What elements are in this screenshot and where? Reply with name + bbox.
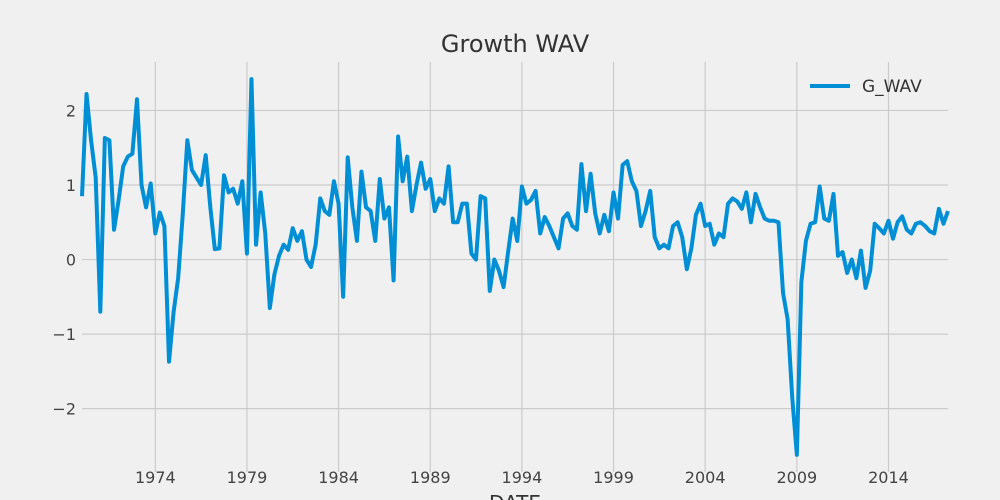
x-tick-label: 1994 xyxy=(502,468,543,487)
x-tick-label: 2009 xyxy=(776,468,817,487)
x-tick-label: 1989 xyxy=(410,468,451,487)
x-tick-label: 1999 xyxy=(593,468,634,487)
chart-title: Growth WAV xyxy=(441,30,590,58)
legend-label-g-wav: G_WAV xyxy=(862,77,922,97)
x-tick-label: 1984 xyxy=(318,468,359,487)
y-tick-label: 2 xyxy=(66,101,76,120)
x-axis-label: DATE xyxy=(489,491,541,500)
x-axis: 1974 1979 1984 1989 1994 1999 2004 2009 2014 xyxy=(135,468,909,487)
y-tick-label: 0 xyxy=(66,251,76,270)
series-layer xyxy=(80,77,950,457)
grid xyxy=(82,62,948,472)
legend: G_WAV xyxy=(810,77,922,97)
y-tick-label: 1 xyxy=(66,176,76,195)
x-tick-label: 2004 xyxy=(685,468,726,487)
y-tick-label: −2 xyxy=(52,400,76,419)
x-tick-label: 1974 xyxy=(135,468,176,487)
y-tick-label: −1 xyxy=(52,325,76,344)
series-line-g-wav xyxy=(80,77,950,457)
x-tick-label: 2014 xyxy=(868,468,909,487)
y-axis: −2 −1 0 1 2 xyxy=(52,101,76,418)
x-tick-label: 1979 xyxy=(227,468,268,487)
